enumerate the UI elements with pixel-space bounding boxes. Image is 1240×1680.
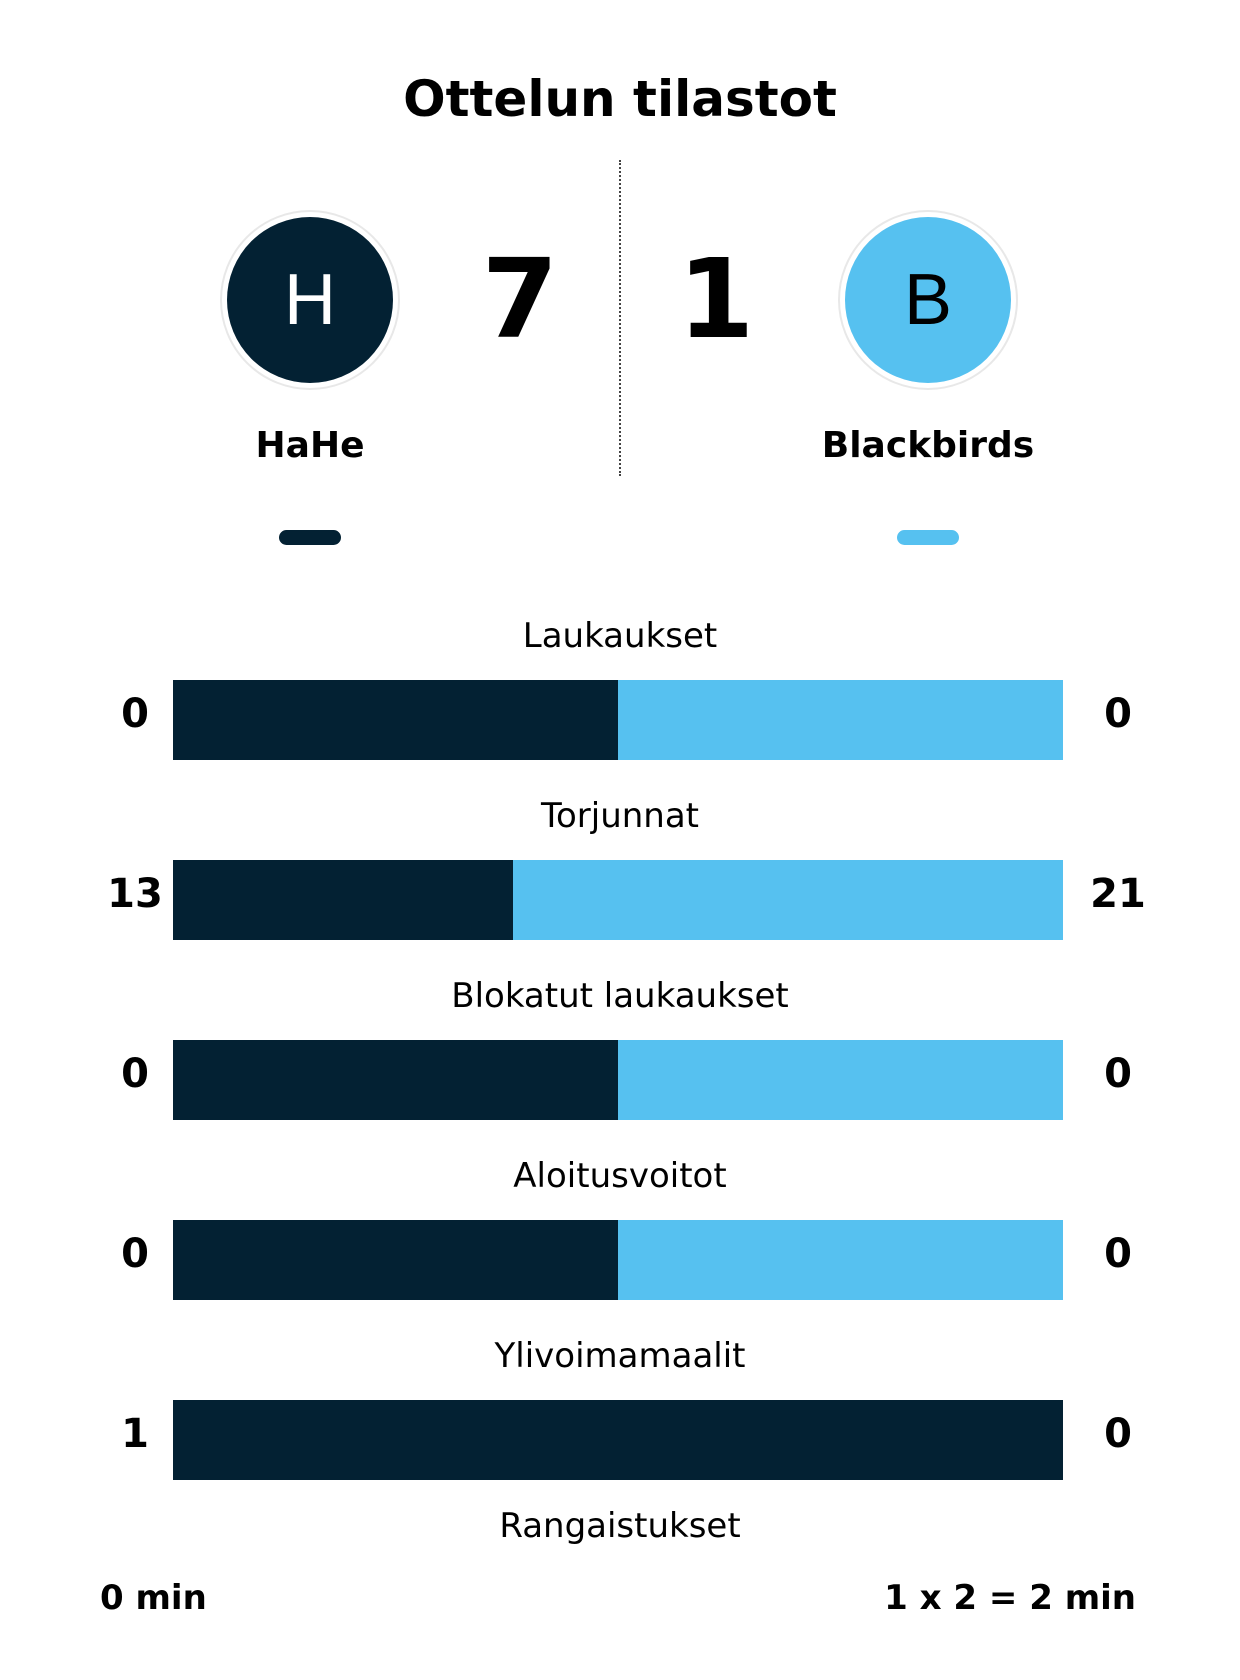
stat-label: Ylivoimamaalit xyxy=(494,1336,746,1376)
stat-bar xyxy=(173,1220,1063,1300)
stat-label: Laukaukset xyxy=(522,616,718,656)
stat-label: Aloitusvoitot xyxy=(513,1156,727,1196)
home-bar-segment xyxy=(173,860,513,940)
page-title: Ottelun tilastot xyxy=(403,70,837,128)
away-logo-initial: B xyxy=(845,217,1011,383)
stat-bar xyxy=(173,680,1063,760)
home-stat-value: 0 xyxy=(121,691,149,737)
away-stat-value: 21 xyxy=(1090,871,1146,917)
away-team-logo: B xyxy=(838,210,1018,390)
home-score: 7 xyxy=(481,235,559,363)
home-logo-initial: H xyxy=(227,217,393,383)
away-bar-segment xyxy=(618,1040,1063,1120)
home-bar-segment xyxy=(173,1400,1063,1480)
away-stat-value: 0 xyxy=(1104,1051,1132,1097)
home-color-indicator xyxy=(279,530,341,545)
stat-label: Torjunnat xyxy=(540,796,700,836)
away-penalties: 1 x 2 = 2 min xyxy=(884,1578,1136,1618)
away-stat-value: 0 xyxy=(1104,1231,1132,1277)
home-stat-value: 13 xyxy=(107,871,163,917)
away-color-indicator xyxy=(897,530,959,545)
stat-bar xyxy=(173,860,1063,940)
score-divider xyxy=(619,160,621,476)
away-stat-value: 0 xyxy=(1104,691,1132,737)
away-stat-value: 0 xyxy=(1104,1411,1132,1457)
away-bar-segment xyxy=(512,860,1063,940)
home-bar-segment xyxy=(173,1220,618,1300)
stat-bar xyxy=(173,1400,1063,1480)
home-bar-segment xyxy=(173,680,618,760)
home-team-name: HaHe xyxy=(255,425,365,466)
home-bar-segment xyxy=(173,1040,618,1120)
stat-bar xyxy=(173,1040,1063,1120)
home-team-logo: H xyxy=(220,210,400,390)
home-stat-value: 1 xyxy=(121,1411,149,1457)
home-stat-value: 0 xyxy=(121,1231,149,1277)
stat-label: Blokatut laukaukset xyxy=(451,976,789,1016)
home-stat-value: 0 xyxy=(121,1051,149,1097)
away-bar-segment xyxy=(618,680,1063,760)
penalties-label: Rangaistukset xyxy=(499,1506,741,1546)
away-team-name: Blackbirds xyxy=(821,425,1035,466)
away-bar-segment xyxy=(618,1220,1063,1300)
away-score: 1 xyxy=(677,235,755,363)
home-penalties: 0 min xyxy=(100,1578,207,1618)
